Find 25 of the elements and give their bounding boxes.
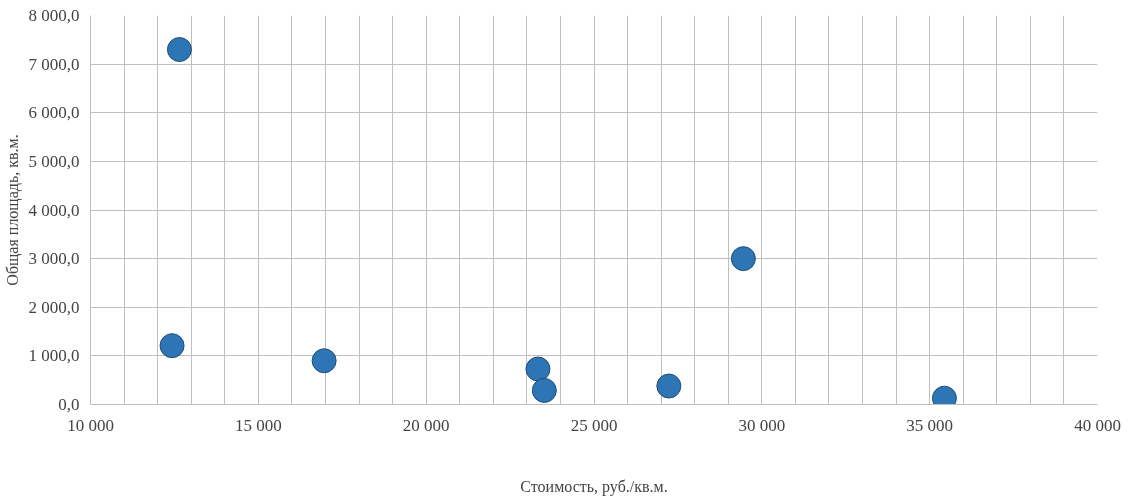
point: [656, 373, 682, 399]
point: [730, 246, 756, 272]
x-tick-label: 30 000: [738, 415, 786, 435]
y-tick-label: 2 000,0: [28, 297, 80, 317]
y-tick-label: 8 000,0: [28, 6, 80, 25]
y-tick-label: 6 000,0: [28, 103, 80, 123]
x-axis-title: Стоимость, руб./кв.м.: [520, 477, 668, 496]
point: [525, 356, 551, 382]
y-tick-label: 5 000,0: [28, 151, 80, 171]
point: [311, 348, 337, 374]
x-tick-label: 15 000: [234, 415, 282, 435]
y-tick-label: 4 000,0: [28, 200, 80, 220]
x-tick-label: 10 000: [67, 415, 114, 435]
y-tick-label: 0,0: [58, 395, 80, 414]
y-tick-label: 7 000,0: [28, 54, 80, 74]
y-tick-label: 1 000,0: [28, 346, 80, 366]
x-tick-label: 35 000: [906, 415, 954, 435]
y-tick-label: 3 000,0: [28, 249, 80, 269]
x-tick-label: 25 000: [570, 415, 618, 435]
point: [159, 333, 185, 359]
x-tick-label: 20 000: [402, 415, 450, 435]
point: [166, 37, 192, 63]
point: [531, 377, 557, 403]
y-axis-title: Общая площадь, кв.м.: [3, 134, 22, 286]
x-tick-label: 40 000: [1074, 415, 1121, 435]
